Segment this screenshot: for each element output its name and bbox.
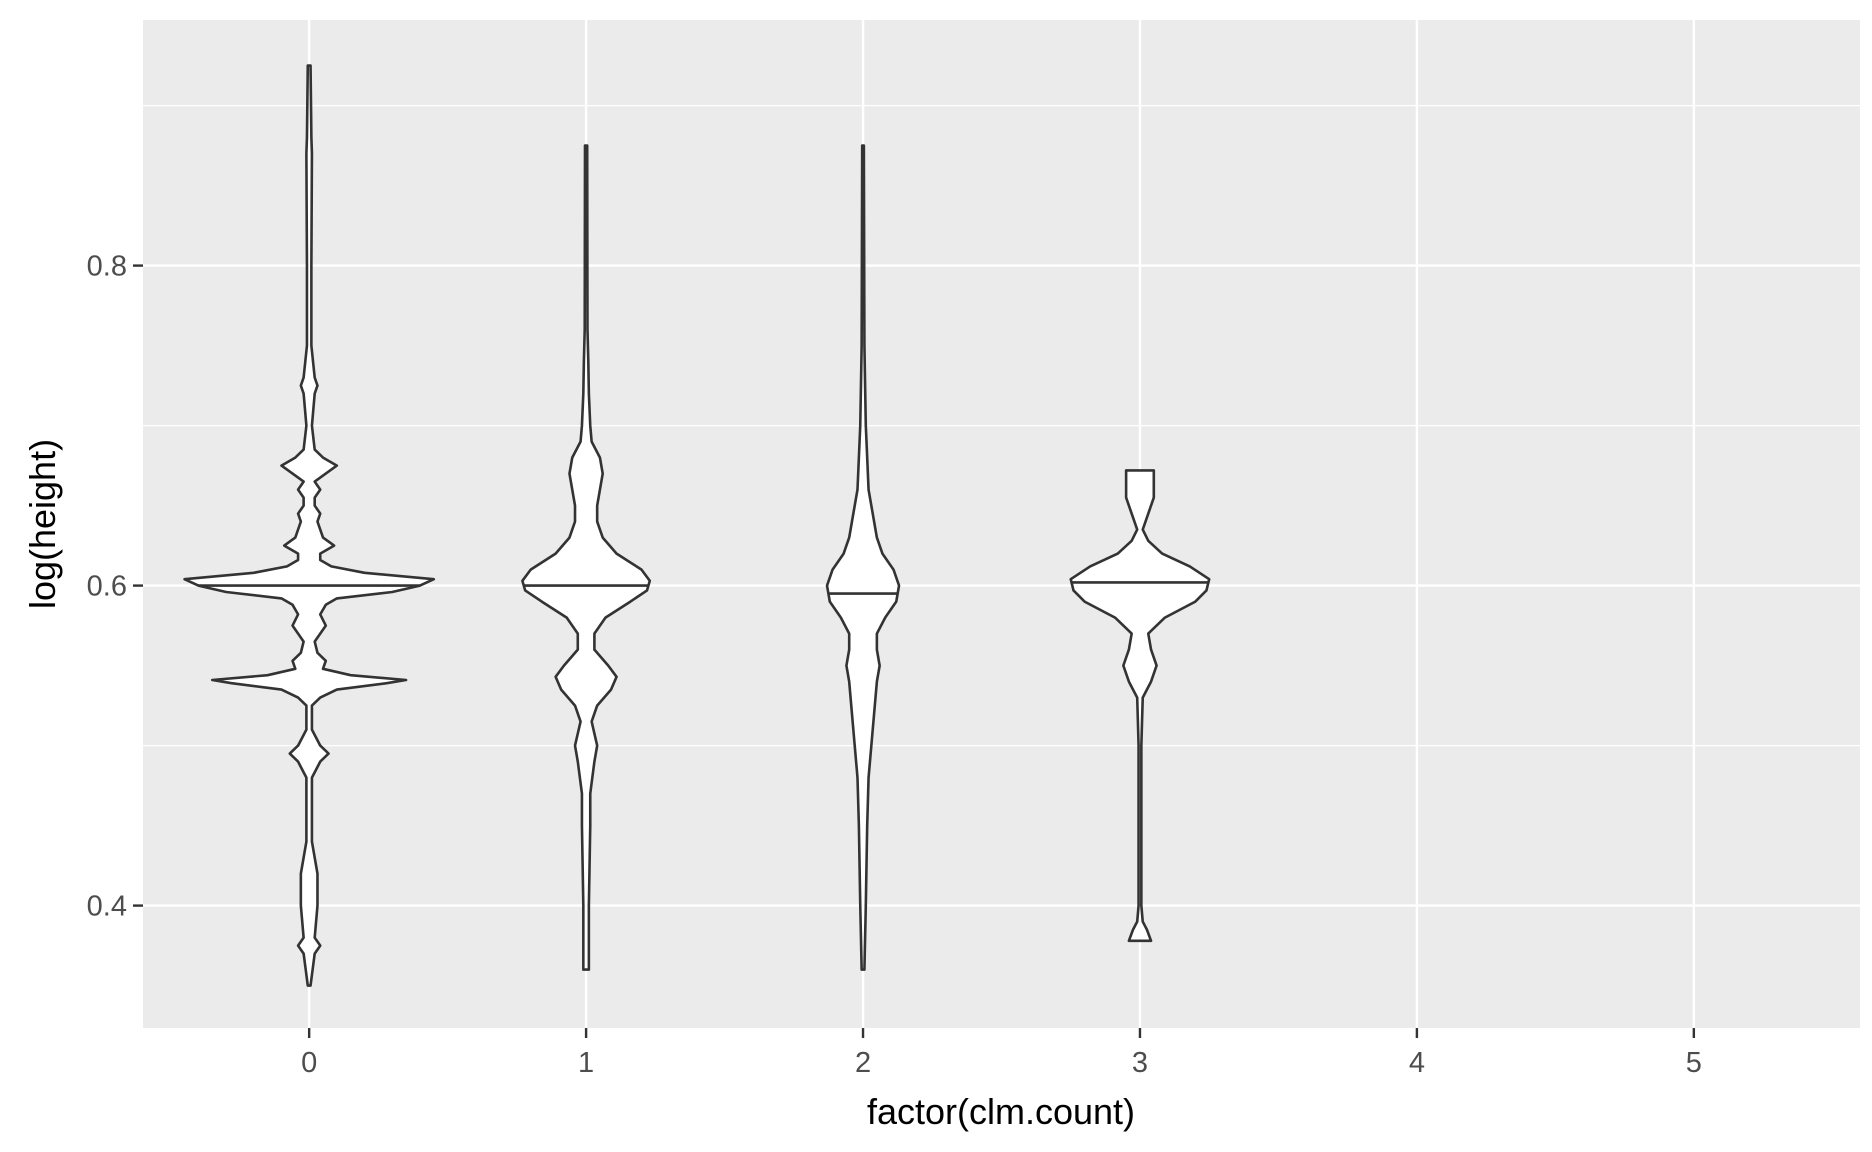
y-tick-label: 0.4 [87, 891, 127, 923]
violin-1 [521, 144, 652, 971]
x-tick-label: 3 [1132, 1047, 1148, 1079]
x-tick-label: 2 [855, 1047, 871, 1079]
y-tick-label: 0.8 [87, 251, 127, 283]
y-axis-ticks: 0.4 0.6 0.8 [87, 251, 143, 923]
violin-layer [183, 64, 1211, 987]
violin-2 [825, 144, 901, 971]
x-axis-title: factor(clm.count) [867, 1091, 1135, 1132]
minor-gridlines [143, 104, 1860, 747]
x-tick-label: 1 [578, 1047, 594, 1079]
x-tick-label: 4 [1409, 1047, 1425, 1079]
x-axis-ticks: 0 1 2 3 4 5 [301, 1028, 1702, 1079]
violin-3 [1069, 469, 1211, 943]
y-axis-title: log(height) [22, 439, 63, 609]
plot-panel [143, 20, 1860, 1028]
violin-0 [183, 64, 436, 987]
x-tick-label: 5 [1686, 1047, 1702, 1079]
x-tick-label: 0 [301, 1047, 317, 1079]
y-tick-label: 0.6 [87, 571, 127, 603]
